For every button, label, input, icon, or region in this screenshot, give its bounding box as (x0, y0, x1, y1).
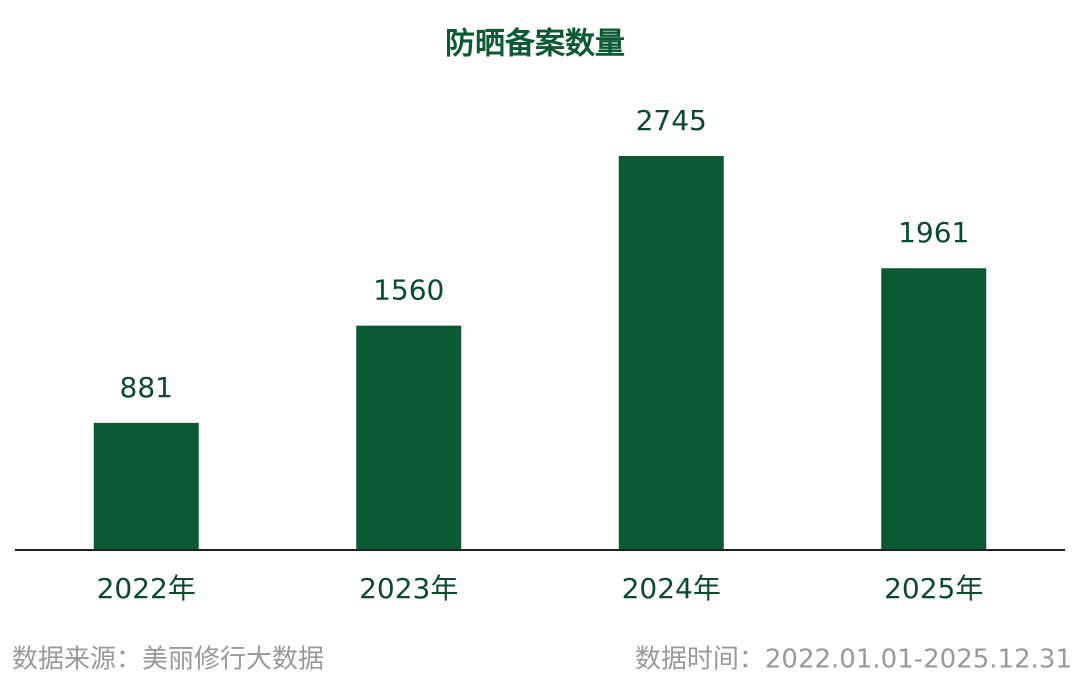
value-label: 1961 (898, 216, 969, 249)
bar (881, 268, 987, 549)
x-tick-label: 2023年 (359, 572, 458, 605)
value-label: 1560 (373, 274, 444, 307)
value-label: 2745 (636, 104, 707, 137)
source-note: 数据来源：美丽修行大数据 (12, 645, 324, 675)
x-tick-label: 2025年 (884, 572, 983, 605)
bar (356, 325, 462, 549)
chart-title: 防晒备案数量 (445, 27, 625, 62)
bar (618, 156, 724, 549)
x-tick-label: 2022年 (97, 572, 196, 605)
value-label: 881 (120, 371, 173, 404)
x-tick-label: 2024年 (622, 572, 721, 605)
bar (93, 422, 199, 549)
date-note: 数据时间：2022.01.01-2025.12.31 (635, 645, 1072, 675)
